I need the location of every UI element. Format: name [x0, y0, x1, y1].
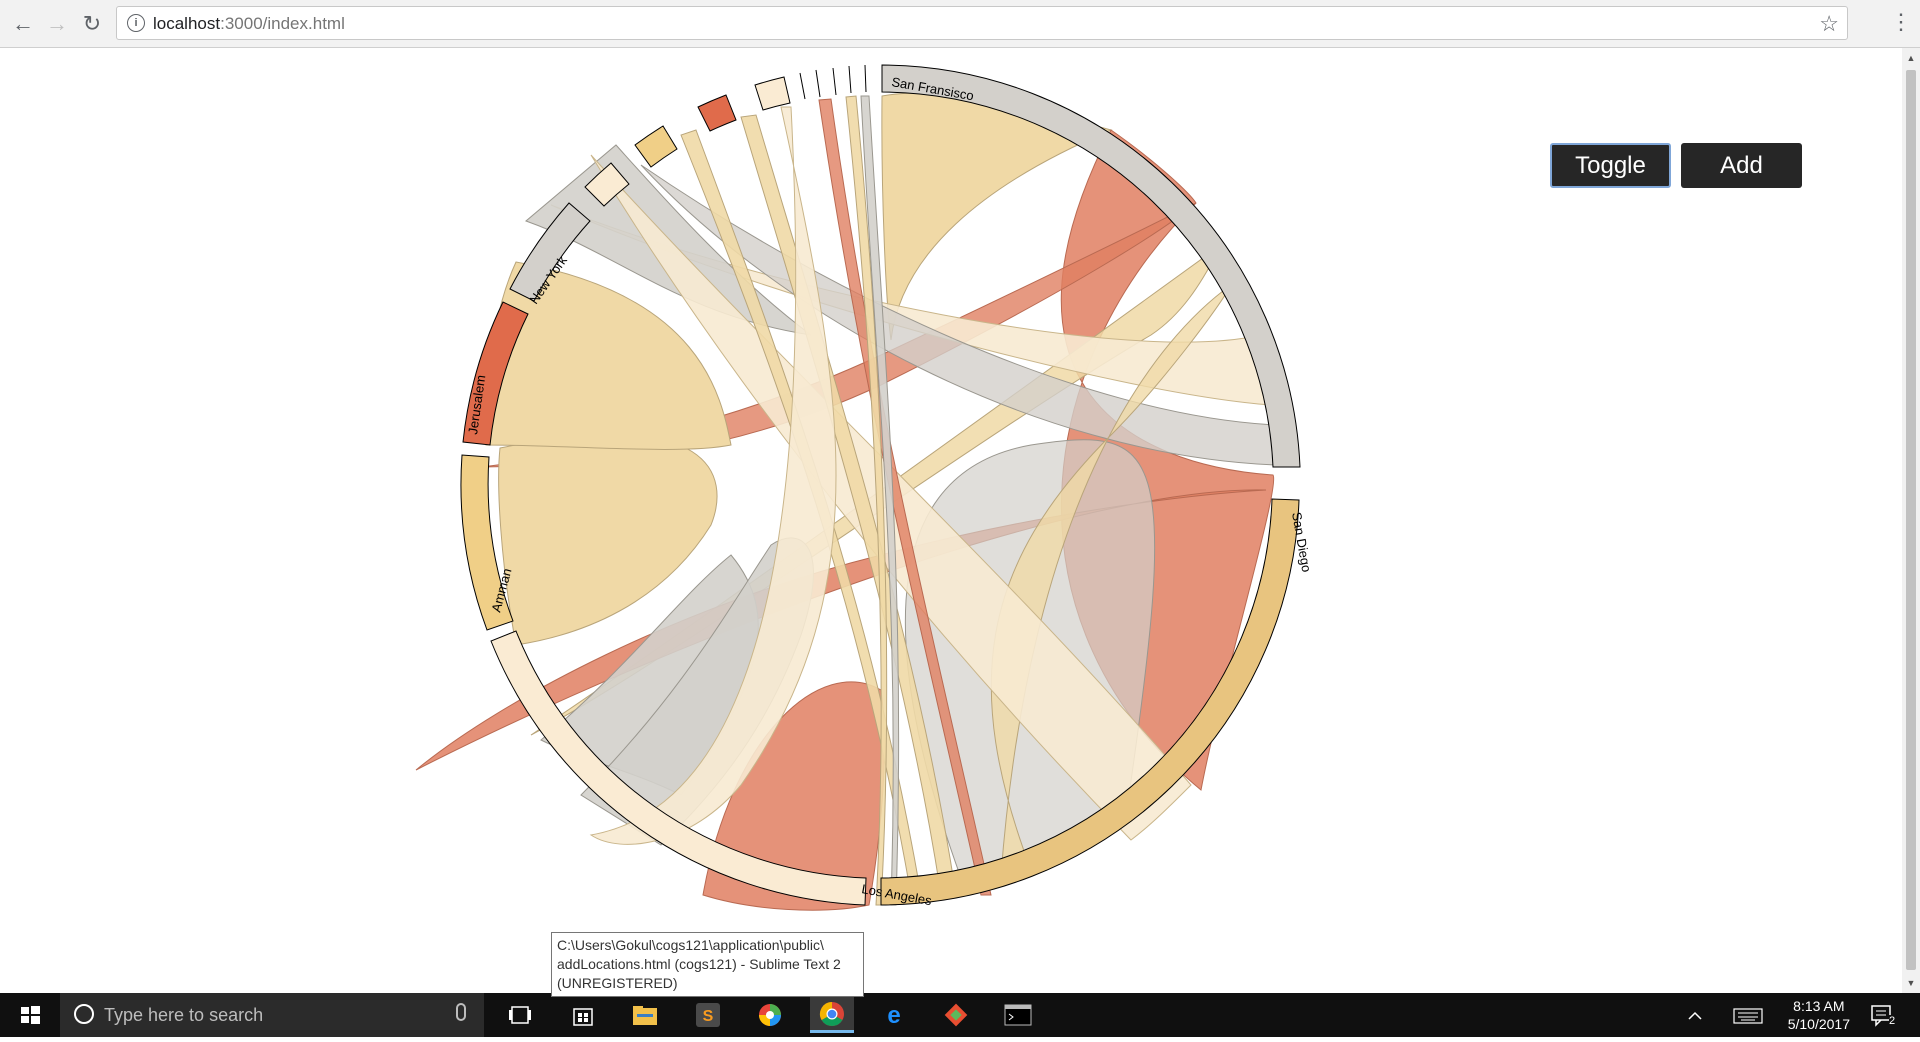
add-button[interactable]: Add [1681, 143, 1802, 188]
page-content: San Fransisco San Diego Los Angeles Amma… [0, 48, 1902, 993]
bookmark-star-icon[interactable]: ☆ [1819, 11, 1839, 36]
chord-sf-la[interactable] [640, 164, 1277, 466]
edge-icon[interactable]: e [872, 997, 916, 1033]
cortana-icon [74, 1004, 94, 1024]
arc-new-york[interactable] [509, 202, 591, 302]
notification-count-badge: 2 [1889, 1015, 1896, 1027]
clock-date: 5/10/2017 [1787, 1016, 1850, 1032]
tray-chevron-icon[interactable] [1680, 993, 1710, 1037]
git-icon[interactable] [934, 997, 978, 1033]
toggle-button[interactable]: Toggle [1550, 143, 1671, 188]
clock-time: 8:13 AM [1793, 998, 1845, 1014]
chord-diagram: San Fransisco San Diego Los Angeles Amma… [415, 64, 1314, 911]
back-button[interactable]: ← [12, 11, 34, 36]
scroll-thumb[interactable] [1906, 70, 1916, 970]
arc-sliver-3 [832, 67, 837, 96]
arc-sliver-5 [864, 64, 867, 93]
scroll-down-arrow-icon[interactable]: ▼ [1906, 978, 1916, 988]
taskbar: Type here to search S e 8:13 AM 5/10/201… [0, 993, 1920, 1037]
browser-toolbar: ← → ↻ i localhost:3000/index.html ☆ ⋮ [0, 0, 1920, 48]
arc-sliver-1 [799, 72, 806, 100]
browser-menu-icon[interactable]: ⋮ [1890, 9, 1912, 34]
taskbar-search[interactable]: Type here to search [60, 993, 484, 1037]
forward-button[interactable]: → [46, 11, 68, 36]
search-placeholder: Type here to search [104, 1005, 264, 1025]
tooltip-line: addLocations.html (cogs121) - Sublime Te… [557, 956, 841, 972]
info-icon[interactable]: i [127, 14, 145, 32]
tooltip-line: (UNREGISTERED) [557, 975, 678, 991]
arc-sliver-2 [815, 69, 821, 98]
chord-ribbons [415, 92, 1277, 911]
arc-jerusalem[interactable] [462, 301, 529, 446]
picasa-icon[interactable] [748, 997, 792, 1033]
arc-small-1[interactable] [584, 162, 630, 207]
arc-amman[interactable] [460, 454, 514, 631]
arc-los-angeles[interactable] [490, 630, 867, 906]
tooltip-line: C:\Users\Gokul\cogs121\application\publi… [557, 937, 824, 953]
chord-thin-3[interactable] [589, 106, 837, 845]
arc-san-fransisco[interactable] [881, 64, 1301, 468]
microphone-icon[interactable] [456, 1003, 466, 1021]
url-text: localhost:3000/index.html [153, 14, 345, 33]
scroll-up-arrow-icon[interactable]: ▲ [1906, 53, 1916, 63]
system-clock[interactable]: 8:13 AM 5/10/2017 [1788, 997, 1850, 1033]
taskbar-tooltip: C:\Users\Gokul\cogs121\application\publi… [551, 932, 864, 997]
arc-small-2[interactable] [634, 125, 678, 168]
reload-button[interactable]: ↻ [82, 11, 102, 36]
arc-san-diego[interactable] [880, 498, 1300, 906]
store-icon[interactable] [561, 997, 605, 1033]
arc-small-4[interactable] [754, 76, 791, 111]
address-bar[interactable]: i localhost:3000/index.html ☆ [116, 6, 1848, 40]
arc-sliver-4 [848, 65, 852, 94]
chrome-icon[interactable] [810, 997, 854, 1033]
file-explorer-icon[interactable] [623, 997, 667, 1033]
svg-text:e: e [887, 1002, 900, 1028]
keyboard-icon[interactable] [1728, 993, 1768, 1037]
vertical-scrollbar[interactable]: ▲ ▼ [1902, 48, 1920, 993]
arc-small-3[interactable] [697, 94, 737, 132]
task-view-icon[interactable] [498, 997, 542, 1033]
svg-text:S: S [703, 1008, 714, 1025]
start-button[interactable] [0, 993, 60, 1037]
sublime-text-icon[interactable]: S [686, 997, 730, 1033]
windows-logo-icon [21, 1006, 40, 1024]
notification-center-icon[interactable]: 2 [1862, 993, 1902, 1037]
chord-arcs [460, 64, 1301, 906]
terminal-icon[interactable] [996, 997, 1040, 1033]
